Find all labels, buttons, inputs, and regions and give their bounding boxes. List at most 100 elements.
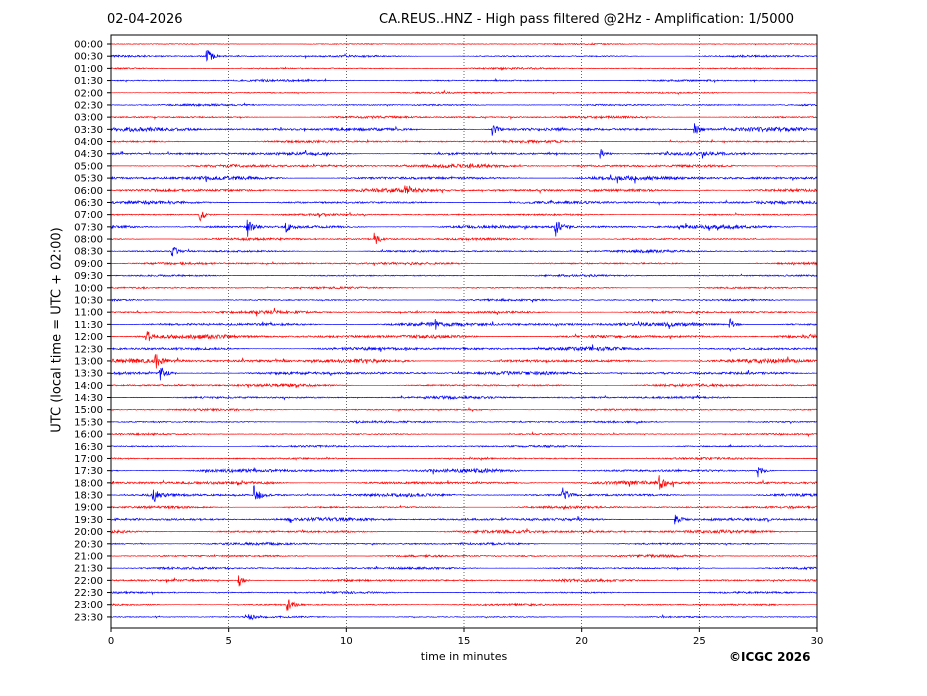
trace-1100 <box>110 307 818 317</box>
x-tick-label: 20 <box>575 636 588 647</box>
trace-0700 <box>110 211 818 222</box>
row-label: 09:00 <box>74 259 103 270</box>
x-tick-label: 15 <box>458 636 471 647</box>
trace-2300 <box>110 599 817 611</box>
trace-0800 <box>110 232 818 245</box>
row-label: 07:00 <box>74 210 103 221</box>
row-label: 01:00 <box>74 64 103 75</box>
row-label: 05:00 <box>74 161 103 172</box>
trace-1130 <box>110 318 818 330</box>
trace-2330 <box>111 614 817 621</box>
trace-0930 <box>111 273 818 278</box>
trace-0900 <box>111 261 818 266</box>
row-label: 23:00 <box>74 600 103 611</box>
trace-0230 <box>110 102 818 108</box>
row-label: 10:00 <box>74 283 103 294</box>
trace-1700 <box>110 456 818 462</box>
trace-0600 <box>110 185 818 195</box>
row-label: 22:00 <box>74 576 103 587</box>
row-label: 20:00 <box>74 527 103 538</box>
row-label: 18:00 <box>74 478 103 489</box>
row-label: 19:30 <box>74 515 103 526</box>
trace-1900 <box>110 504 818 510</box>
row-label: 00:30 <box>74 52 103 63</box>
row-label: 04:00 <box>74 137 103 148</box>
trace-0530 <box>110 174 818 184</box>
x-tick-label: 25 <box>693 636 706 647</box>
trace-1300 <box>110 354 818 369</box>
trace-1400 <box>110 382 818 389</box>
row-label: 21:30 <box>74 564 103 575</box>
date-label: 02-04-2026 <box>107 12 183 27</box>
trace-1830 <box>110 485 818 503</box>
row-label: 08:00 <box>74 235 103 246</box>
row-label: 03:30 <box>74 125 103 136</box>
x-tick-label: 30 <box>811 636 824 647</box>
row-label: 08:30 <box>74 247 103 258</box>
row-label: 06:00 <box>74 186 103 197</box>
row-label: 01:30 <box>74 76 103 87</box>
row-label: 07:30 <box>74 222 103 233</box>
trace-0730 <box>110 219 818 237</box>
trace-0030 <box>110 50 818 62</box>
row-label: 15:00 <box>74 405 103 416</box>
trace-2200 <box>110 575 818 587</box>
trace-2230 <box>111 590 818 596</box>
trace-0400 <box>110 138 818 145</box>
trace-0130 <box>110 77 818 84</box>
trace-1630 <box>110 443 818 449</box>
row-label: 15:30 <box>74 417 103 428</box>
x-axis-label: time in minutes <box>420 650 508 663</box>
row-label: 09:30 <box>74 271 103 282</box>
row-label: 00:00 <box>74 40 103 51</box>
copyright: ©ICGC 2026 <box>729 650 811 664</box>
trace-1930 <box>110 514 818 525</box>
chart-title: CA.REUS..HNZ - High pass filtered @2Hz -… <box>379 12 795 27</box>
row-label: 03:00 <box>74 113 103 124</box>
trace-1430 <box>111 394 818 401</box>
trace-2100 <box>110 553 818 559</box>
trace-0330 <box>110 123 818 136</box>
row-label: 19:00 <box>74 503 103 514</box>
row-label: 02:30 <box>74 100 103 111</box>
trace-1230 <box>110 344 818 352</box>
trace-0430 <box>110 149 818 159</box>
trace-2030 <box>110 541 818 546</box>
row-label: 11:00 <box>74 308 103 319</box>
row-label: 13:00 <box>74 356 103 367</box>
row-label: 05:30 <box>74 174 103 185</box>
trace-0300 <box>110 114 818 121</box>
x-tick-label: 0 <box>108 636 114 647</box>
x-tick-label: 10 <box>340 636 353 647</box>
row-label: 02:00 <box>74 88 103 99</box>
trace-0830 <box>110 247 818 257</box>
trace-0200 <box>111 89 818 96</box>
trace-0000 <box>110 42 817 46</box>
trace-1030 <box>110 297 818 303</box>
trace-0630 <box>110 199 818 206</box>
row-label: 17:00 <box>74 454 103 465</box>
trace-1500 <box>111 406 818 413</box>
trace-2130 <box>111 565 818 571</box>
row-label: 21:00 <box>74 551 103 562</box>
trace-1000 <box>110 285 818 290</box>
trace-1600 <box>111 431 817 438</box>
row-label: 06:30 <box>74 198 103 209</box>
x-tick-label: 5 <box>225 636 231 647</box>
row-label: 12:30 <box>74 344 103 355</box>
trace-0100 <box>110 66 817 71</box>
trace-0500 <box>110 162 818 169</box>
row-label: 17:30 <box>74 466 103 477</box>
row-label: 13:30 <box>74 369 103 380</box>
row-label: 16:30 <box>74 442 103 453</box>
trace-1530 <box>110 419 818 425</box>
trace-2000 <box>110 528 817 535</box>
row-label: 04:30 <box>74 149 103 160</box>
row-label: 22:30 <box>74 588 103 599</box>
row-label: 23:30 <box>74 612 103 623</box>
row-label: 14:30 <box>74 393 103 404</box>
row-label: 10:30 <box>74 295 103 306</box>
row-label: 18:30 <box>74 491 103 502</box>
row-label: 11:30 <box>74 320 103 331</box>
